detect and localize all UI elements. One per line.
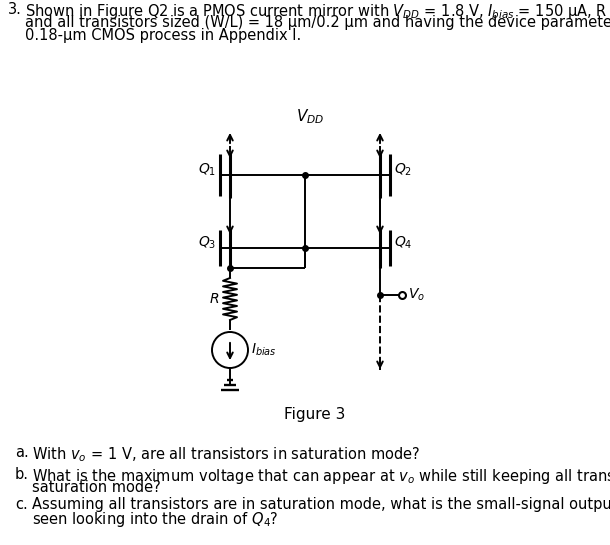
Text: a.: a.	[15, 445, 29, 460]
Text: seen looking into the drain of $Q_4$?: seen looking into the drain of $Q_4$?	[32, 510, 279, 529]
Text: 3.: 3.	[8, 2, 22, 17]
Text: $Q_3$: $Q_3$	[198, 235, 216, 251]
Text: $R$: $R$	[209, 292, 219, 306]
Text: and all transistors sized (W/L) = 18 μm/0.2 μm and having the device parameters : and all transistors sized (W/L) = 18 μm/…	[25, 15, 610, 30]
Text: b.: b.	[15, 467, 29, 482]
Text: What is the maximum voltage that can appear at $v_o$ while still keeping all tra: What is the maximum voltage that can app…	[32, 467, 610, 486]
Text: $V_o$: $V_o$	[408, 287, 425, 303]
Text: $Q_2$: $Q_2$	[394, 162, 412, 178]
Text: Figure 3: Figure 3	[284, 408, 346, 422]
Text: Assuming all transistors are in saturation mode, what is the small-signal output: Assuming all transistors are in saturati…	[32, 497, 610, 512]
Text: c.: c.	[15, 497, 27, 512]
Text: $Q_4$: $Q_4$	[394, 235, 412, 251]
Text: saturation mode?: saturation mode?	[32, 480, 161, 495]
Text: Shown in Figure Q2 is a PMOS current mirror with $V_{DD}$ = 1.8 V, $I_{bias}$ = : Shown in Figure Q2 is a PMOS current mir…	[25, 2, 610, 21]
Text: $V_{DD}$: $V_{DD}$	[296, 107, 324, 126]
Text: 0.18-μm CMOS process in Appendix I.: 0.18-μm CMOS process in Appendix I.	[25, 28, 301, 43]
Text: $Q_1$: $Q_1$	[198, 162, 216, 178]
Text: $I_{bias}$: $I_{bias}$	[251, 342, 277, 358]
Text: With $v_o$ = 1 V, are all transistors in saturation mode?: With $v_o$ = 1 V, are all transistors in…	[32, 445, 420, 464]
